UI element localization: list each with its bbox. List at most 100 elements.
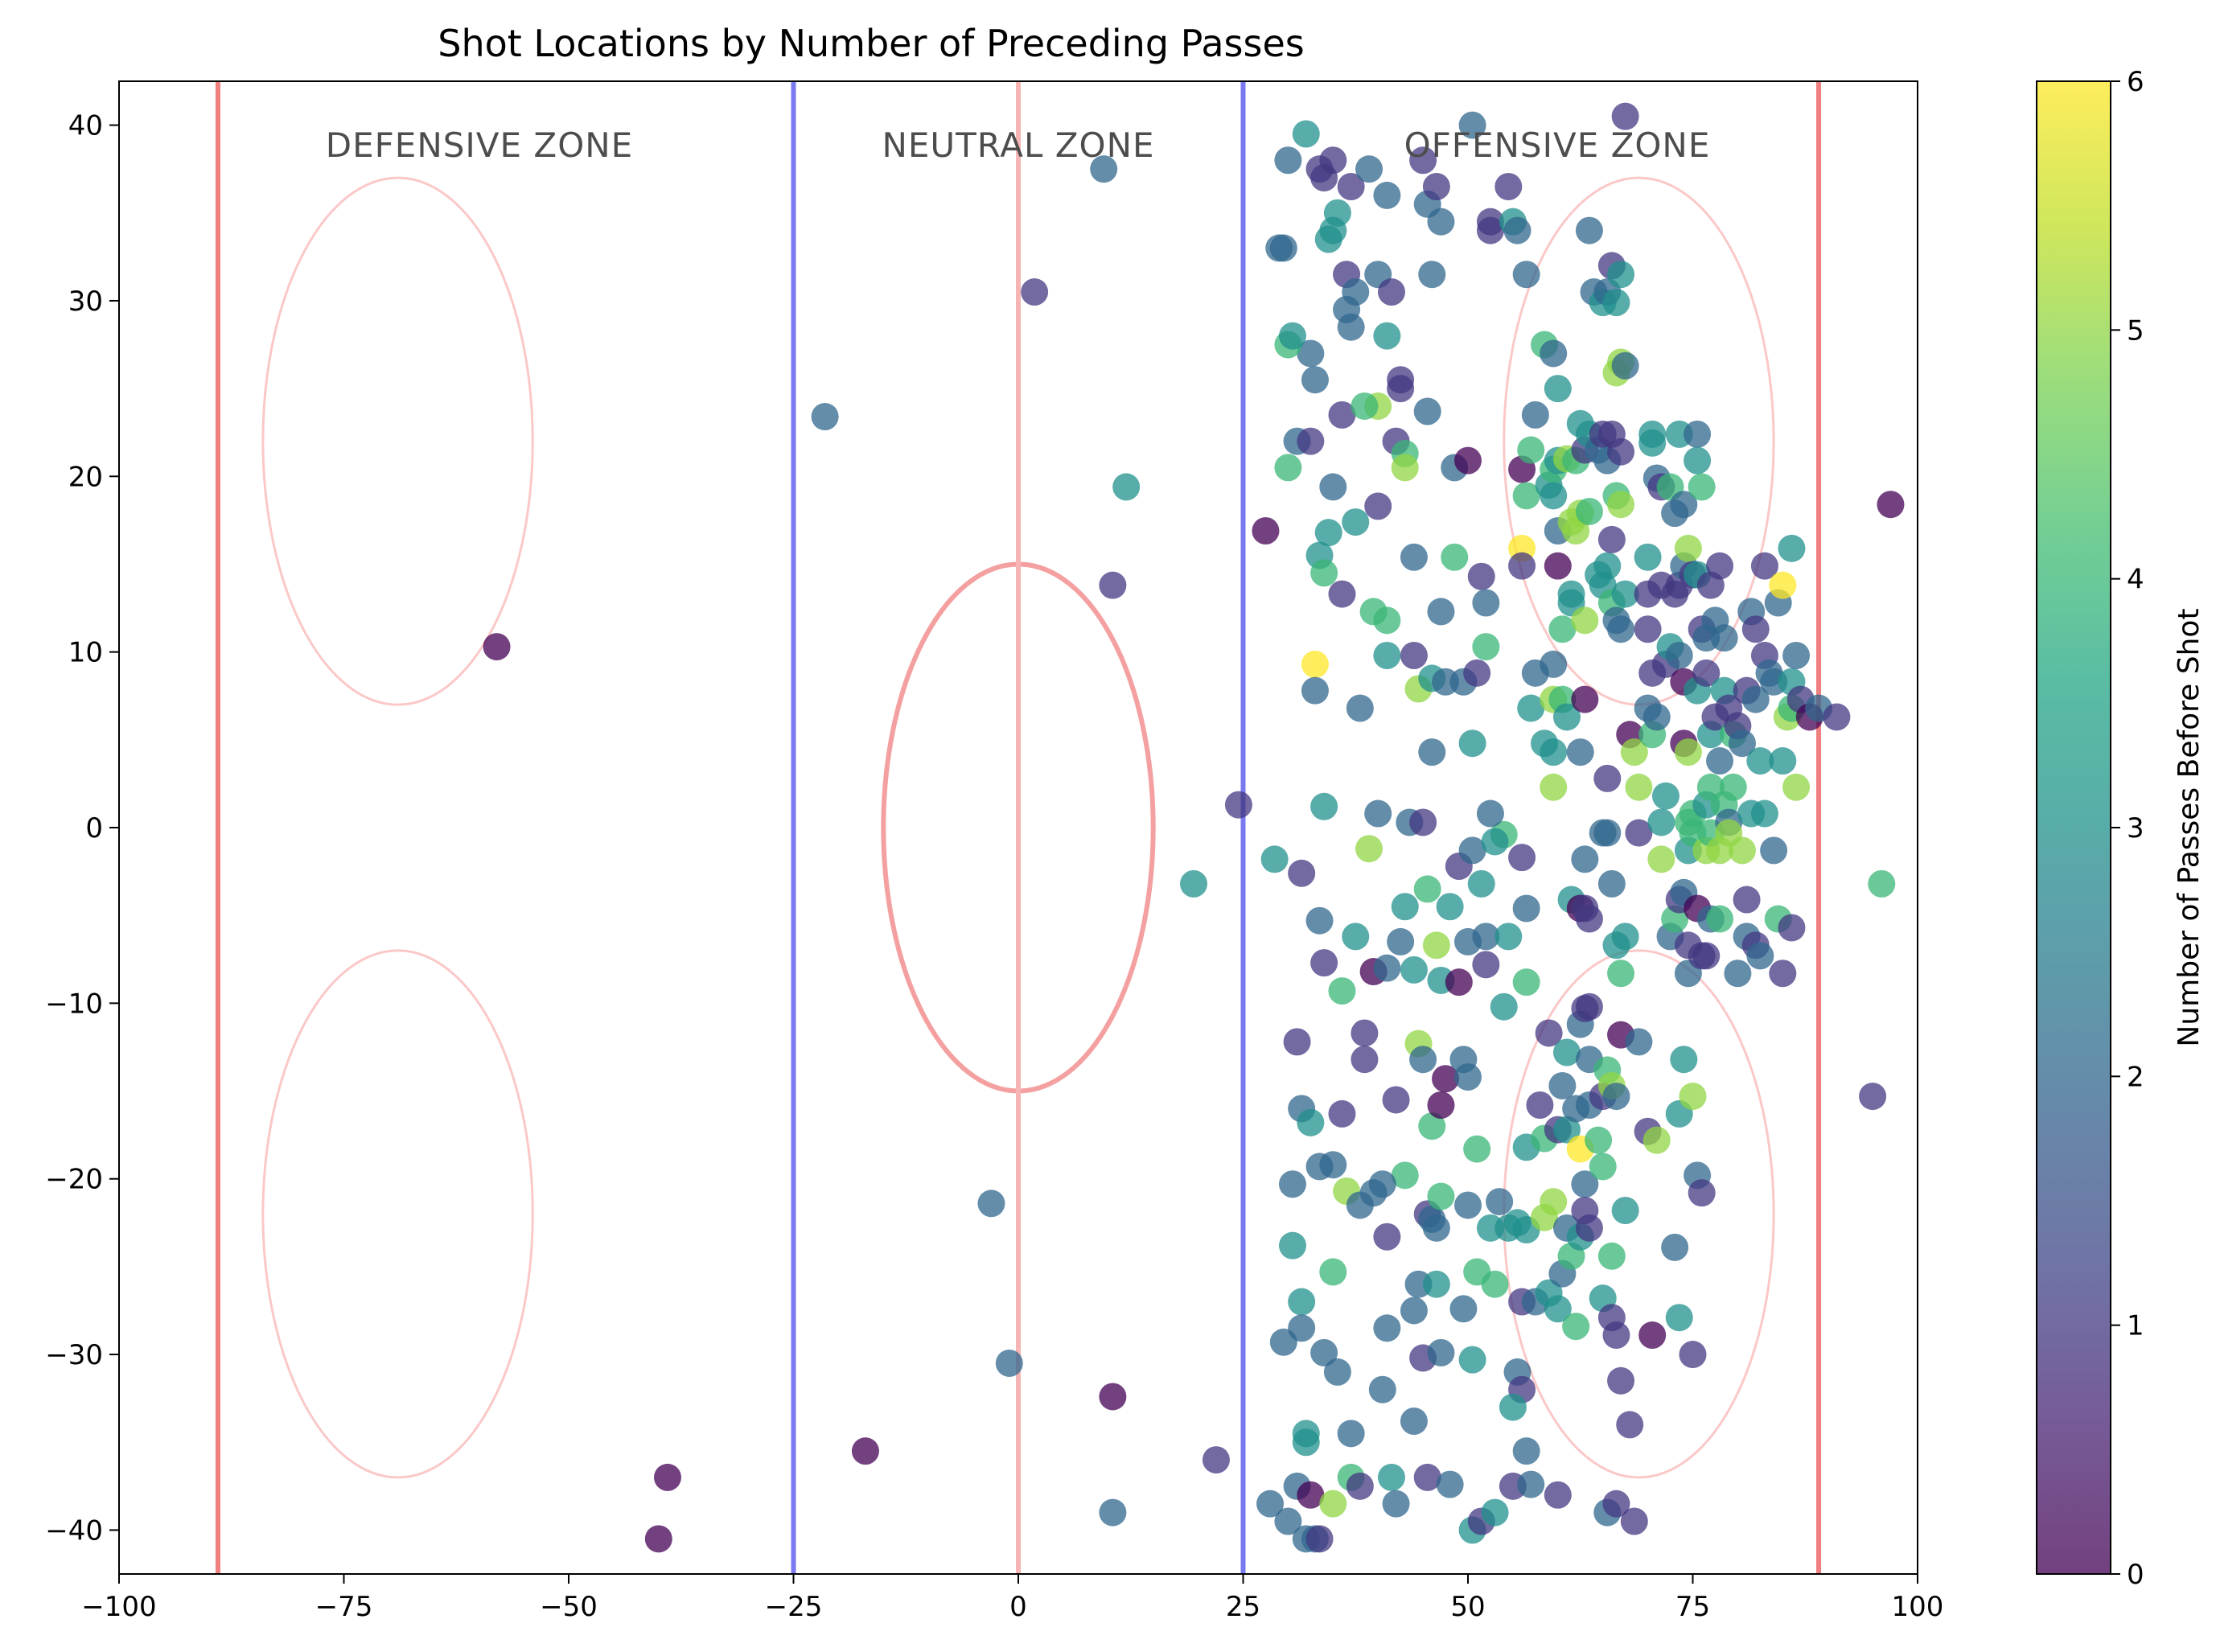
y-tick-label: 40 [68, 110, 103, 142]
chart-title: Shot Locations by Number of Preceding Pa… [438, 22, 1304, 65]
shot-point [1724, 960, 1752, 988]
shot-point [1427, 598, 1455, 626]
shot-point [1288, 1314, 1316, 1342]
shot-point [1481, 1270, 1509, 1298]
shot-point [1310, 949, 1338, 977]
colorbar-label: Number of Passes Before Shot [2173, 608, 2206, 1046]
x-tick-label: −100 [81, 1591, 156, 1623]
shot-point [1387, 927, 1415, 955]
shot-point [1297, 1108, 1325, 1136]
shot-point [1625, 819, 1653, 847]
shot-point [1782, 773, 1811, 801]
shot-point [1283, 1028, 1311, 1056]
shot-point [1769, 747, 1797, 775]
shot-point [1377, 1463, 1405, 1491]
shot-point [1575, 1214, 1603, 1242]
shot-point [1517, 1470, 1545, 1498]
x-axis: −100 −75 −50 −25 0 25 50 75 100 [81, 1574, 1943, 1623]
shot-point [1467, 562, 1495, 590]
shot-point [1552, 703, 1581, 731]
shot-point [1494, 923, 1523, 951]
shot-point [1418, 1205, 1446, 1233]
shot-point [1719, 773, 1747, 801]
shot-point [1391, 454, 1419, 482]
shot-point [1278, 1170, 1306, 1198]
shot-point [1305, 906, 1334, 935]
shot-point [1382, 1086, 1410, 1114]
shot-point [1620, 1507, 1648, 1535]
shot-point [1750, 552, 1778, 580]
shot-point [1422, 931, 1450, 960]
shot-point [1427, 1182, 1455, 1210]
shot-point [1651, 782, 1679, 810]
shot-point [1706, 552, 1734, 580]
shot-point [1472, 589, 1500, 617]
colorbar-tick-label: 2 [2127, 1061, 2144, 1093]
shot-point [1373, 954, 1401, 982]
shot-point [1323, 199, 1351, 227]
shot-point [1297, 1481, 1325, 1509]
shot-point [1346, 694, 1374, 722]
shot-point [1458, 729, 1486, 758]
shot-point [1778, 914, 1806, 942]
shot-point [1413, 1463, 1441, 1491]
shot-point [1647, 808, 1675, 836]
shot-point [1305, 1525, 1334, 1553]
shot-point [1409, 808, 1437, 836]
shot-point [1544, 1481, 1572, 1509]
shot-point [1647, 845, 1675, 873]
shot-point [1400, 642, 1428, 670]
shot-point [1364, 492, 1392, 520]
x-tick-label: −50 [540, 1591, 598, 1623]
shot-point [1540, 482, 1568, 510]
shot-point [1512, 261, 1540, 289]
shot-point [1750, 799, 1778, 828]
shot-point [1634, 615, 1662, 643]
shot-point [1328, 1099, 1356, 1128]
shot-point [1458, 1346, 1486, 1374]
shot-point [1301, 676, 1329, 705]
shot-point [1436, 893, 1464, 921]
x-tick-label: −75 [315, 1591, 373, 1623]
shot-point [1409, 1046, 1437, 1074]
shot-point [1625, 773, 1653, 801]
shot-point [1607, 491, 1635, 519]
shot-point [1449, 1295, 1478, 1323]
shot-point [1566, 738, 1594, 766]
shot-point [1503, 216, 1531, 245]
shot-point [1481, 1498, 1509, 1527]
shot-point [1418, 261, 1446, 289]
shot-point [1521, 401, 1549, 429]
shot-point [1328, 580, 1356, 608]
shot-point [1508, 552, 1536, 580]
shot-point [1427, 1091, 1455, 1119]
shot-point [1476, 216, 1504, 245]
shot-point [1638, 429, 1667, 457]
shot-point [1269, 234, 1297, 262]
shot-point [1288, 1288, 1316, 1316]
shot-point [1387, 375, 1415, 403]
shot-point [1472, 633, 1500, 661]
shot-point [1616, 1411, 1644, 1439]
shot-point [1454, 446, 1482, 475]
shot-point [1278, 1231, 1306, 1260]
shot-point [1670, 491, 1698, 519]
shot-point [1314, 519, 1342, 547]
shot-point [1297, 339, 1325, 368]
shot-point [1607, 1366, 1635, 1395]
shot-point [1351, 392, 1379, 420]
shot-point [1499, 1393, 1527, 1421]
shot-point [1368, 1375, 1396, 1403]
shot-point [1486, 1188, 1514, 1216]
shot-point [1337, 1420, 1365, 1448]
shot-point [1382, 1490, 1410, 1518]
shot-point [1418, 738, 1446, 766]
shot-point [1571, 606, 1599, 635]
shot-point [1337, 173, 1365, 201]
shot-point [1625, 1028, 1653, 1056]
shot-point [1642, 703, 1671, 731]
faceoff-circle-dz-top [261, 176, 534, 706]
shot-point [1611, 1197, 1639, 1225]
y-tick-label: −10 [45, 988, 103, 1020]
shot-point [1665, 642, 1693, 670]
